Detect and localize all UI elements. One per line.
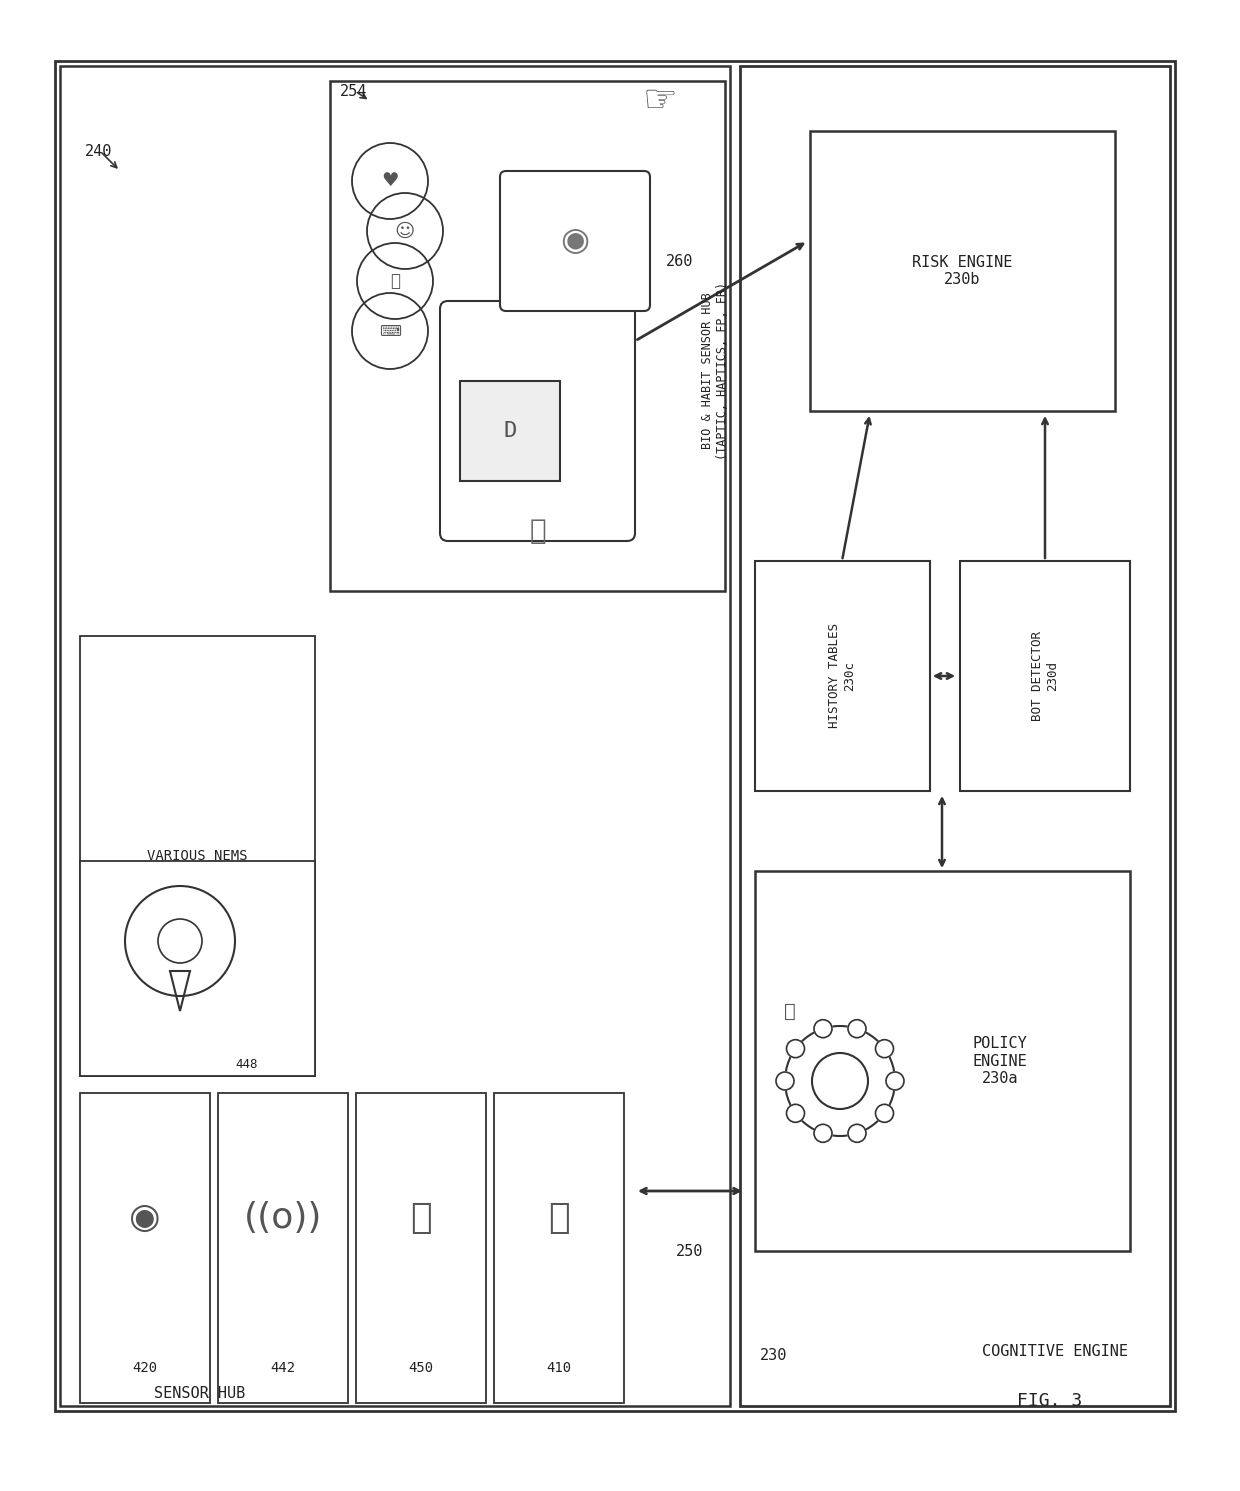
FancyBboxPatch shape — [500, 171, 650, 312]
Bar — [60, 66, 730, 1406]
Bar — [460, 382, 560, 482]
Text: ✋: ✋ — [529, 517, 547, 546]
Text: 230: 230 — [760, 1348, 787, 1363]
Text: VARIOUS NEMS: VARIOUS NEMS — [146, 848, 247, 863]
Circle shape — [786, 1105, 805, 1123]
Text: BOT DETECTOR
230d: BOT DETECTOR 230d — [1030, 631, 1059, 722]
Text: 448: 448 — [236, 1059, 258, 1071]
Bar — [330, 81, 725, 590]
Bar — [755, 561, 930, 792]
Text: RISK ENGINE
230b: RISK ENGINE 230b — [911, 255, 1012, 288]
Circle shape — [875, 1105, 894, 1123]
Text: ⌨: ⌨ — [379, 324, 401, 338]
Bar — [218, 1093, 348, 1403]
Text: ◉: ◉ — [560, 225, 589, 258]
Bar — [81, 1093, 210, 1403]
Text: D: D — [503, 420, 517, 441]
Text: FIG. 3: FIG. 3 — [1017, 1393, 1083, 1410]
Text: POLICY
ENGINE
230a: POLICY ENGINE 230a — [972, 1036, 1028, 1085]
Text: 420: 420 — [133, 1361, 157, 1375]
Circle shape — [875, 1039, 894, 1057]
Text: 254: 254 — [340, 83, 367, 98]
Text: 📷: 📷 — [410, 1200, 432, 1235]
Bar — [740, 66, 1171, 1406]
Text: 240: 240 — [86, 143, 113, 158]
Circle shape — [848, 1020, 866, 1038]
Text: 250: 250 — [676, 1243, 703, 1258]
Text: 👤: 👤 — [784, 1002, 796, 1020]
Text: HISTORY TABLES
230c: HISTORY TABLES 230c — [828, 623, 856, 729]
Text: ◉: ◉ — [129, 1200, 161, 1235]
FancyBboxPatch shape — [440, 301, 635, 541]
Bar — [960, 561, 1130, 792]
Text: ♥: ♥ — [381, 171, 399, 191]
Bar — [81, 637, 315, 1077]
Circle shape — [813, 1124, 832, 1142]
Bar — [810, 131, 1115, 412]
Circle shape — [786, 1039, 805, 1057]
Text: 410: 410 — [547, 1361, 572, 1375]
Text: COGNITIVE ENGINE: COGNITIVE ENGINE — [982, 1343, 1128, 1358]
Text: ((o)): ((o)) — [244, 1200, 322, 1235]
Circle shape — [848, 1124, 866, 1142]
Bar — [356, 1093, 486, 1403]
Text: SENSOR HUB: SENSOR HUB — [154, 1387, 246, 1402]
Text: 260: 260 — [666, 253, 693, 268]
Text: ✋: ✋ — [391, 271, 401, 291]
Circle shape — [813, 1020, 832, 1038]
Text: 442: 442 — [270, 1361, 295, 1375]
Text: ☺: ☺ — [394, 222, 415, 240]
Bar — [81, 860, 315, 1077]
Bar — [755, 871, 1130, 1251]
Circle shape — [887, 1072, 904, 1090]
Text: ☞: ☞ — [642, 82, 677, 119]
Circle shape — [776, 1072, 794, 1090]
Text: 450: 450 — [408, 1361, 434, 1375]
Bar — [494, 1093, 624, 1403]
Text: 🔍: 🔍 — [548, 1200, 570, 1235]
Text: BIO & HABIT SENSOR HUB
(TAPTIC, HAPTICS, FP, FR): BIO & HABIT SENSOR HUB (TAPTIC, HAPTICS,… — [701, 282, 729, 461]
